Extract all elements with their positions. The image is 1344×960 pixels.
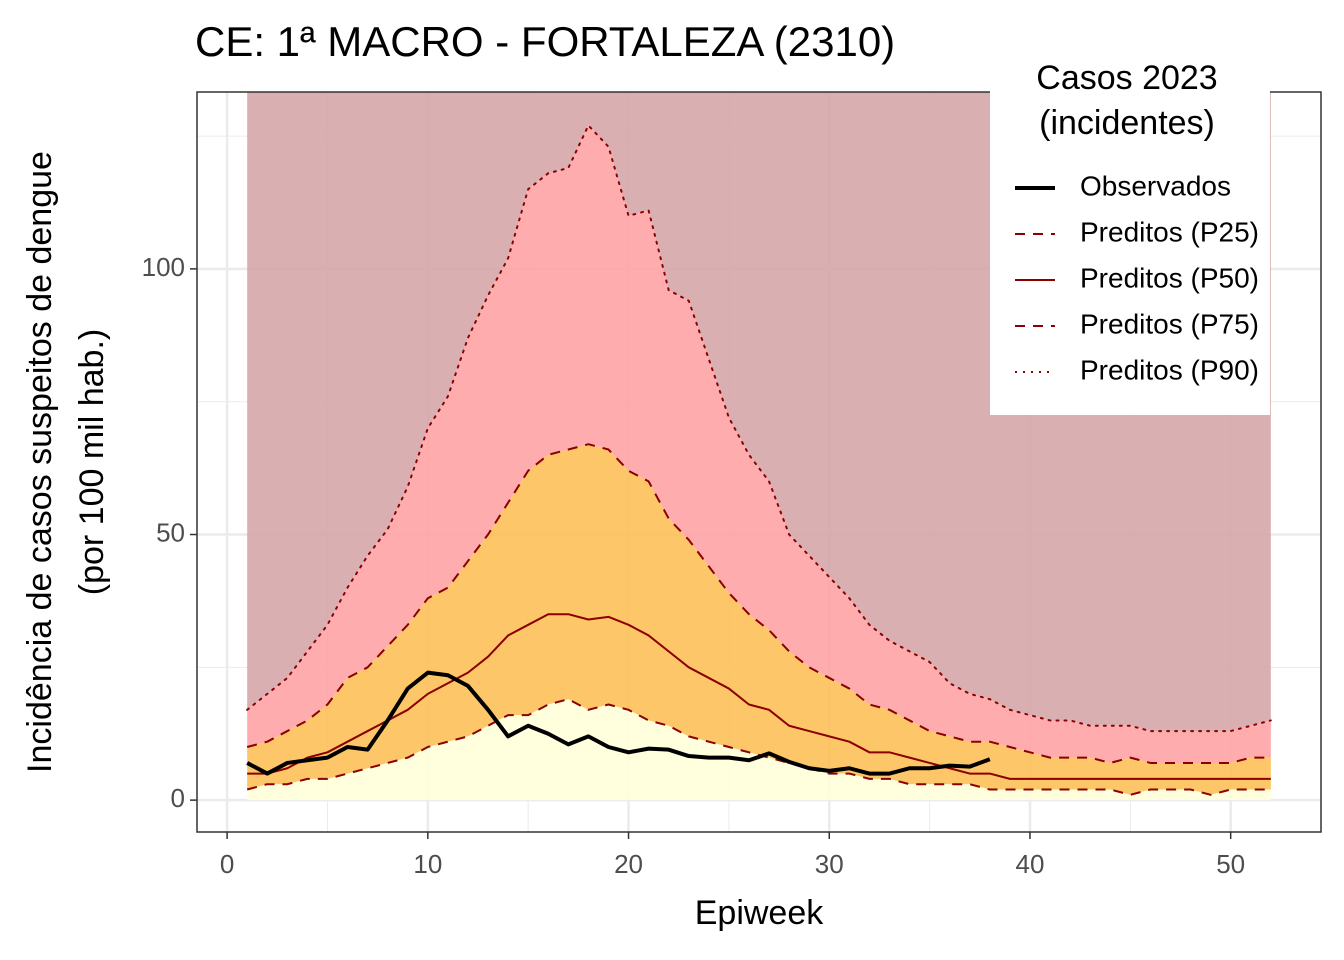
- legend-label: Preditos (P90): [1080, 354, 1259, 385]
- series-line: [246, 124, 1272, 733]
- y-axis-title-line: (por 100 mil hab.): [73, 329, 111, 595]
- legend-title: (incidentes): [1039, 104, 1215, 142]
- x-tick-label: 40: [1016, 849, 1045, 879]
- legend-label: Observados: [1080, 170, 1231, 201]
- legend-label: Preditos (P25): [1080, 216, 1259, 247]
- x-tick-label: 30: [815, 849, 844, 879]
- band-p75-p90: [247, 125, 1271, 763]
- band-p25-p75: [247, 444, 1271, 795]
- x-tick-label: 20: [614, 849, 643, 879]
- legend-box: [990, 60, 1270, 415]
- series-line: [246, 670, 991, 776]
- band-below-p25: [247, 699, 1271, 801]
- y-tick-label: 100: [142, 252, 185, 282]
- x-tick-label: 10: [413, 849, 442, 879]
- x-tick-label: 0: [220, 849, 234, 879]
- y-axis-title: Incidência de casos suspeitos de dengue …: [21, 151, 111, 773]
- panel-border: [196, 91, 1322, 833]
- y-axis-title-line: Incidência de casos suspeitos de dengue: [21, 151, 59, 773]
- legend-title: Casos 2023: [1036, 59, 1217, 97]
- series-line: [247, 613, 1271, 780]
- series-line: [246, 443, 1271, 764]
- x-axis-title: Epiweek: [695, 894, 825, 932]
- legend: Casos 2023 (incidentes) Observados Predito…: [990, 59, 1270, 415]
- legend-label: Preditos (P50): [1080, 262, 1259, 293]
- chart-title: CE: 1ª MACRO - FORTALEZA (2310): [195, 18, 895, 65]
- x-tick-label: 50: [1216, 849, 1245, 879]
- y-tick-label: 50: [156, 517, 185, 547]
- legend-label: Preditos (P75): [1080, 308, 1259, 339]
- y-tick-label: 0: [171, 783, 185, 813]
